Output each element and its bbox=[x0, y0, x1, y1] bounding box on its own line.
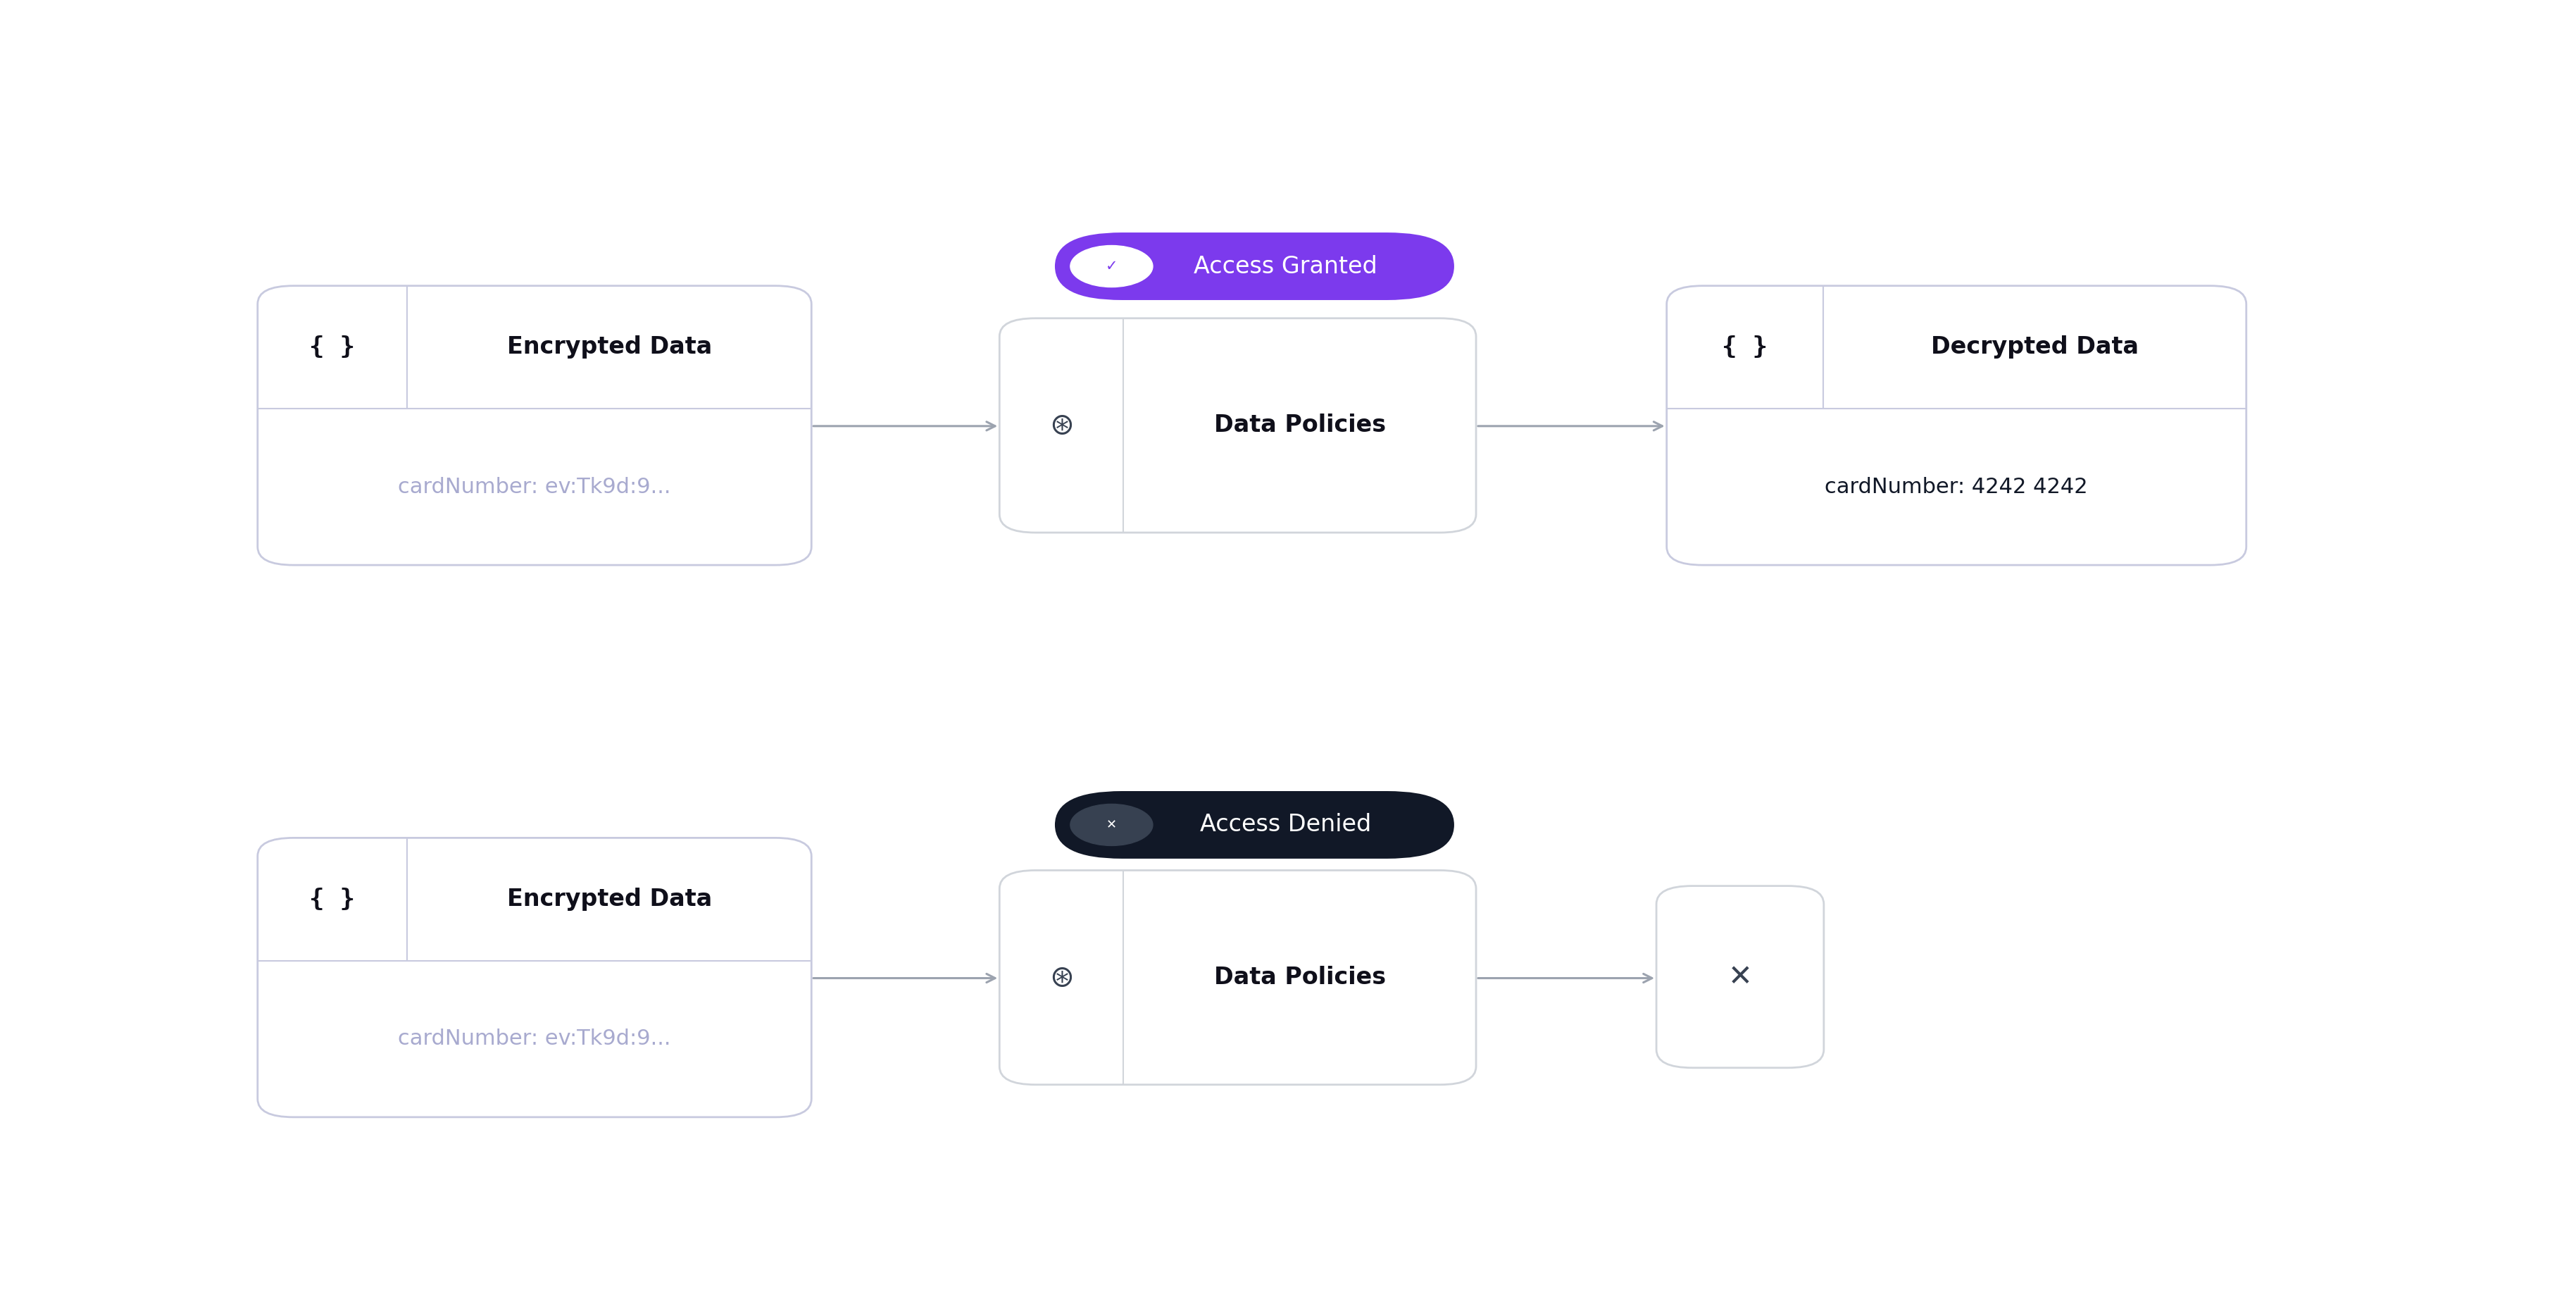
Text: Access Denied: Access Denied bbox=[1200, 813, 1370, 837]
Text: Encrypted Data: Encrypted Data bbox=[507, 887, 711, 911]
Text: { }: { } bbox=[1721, 335, 1767, 360]
Circle shape bbox=[1069, 246, 1151, 287]
FancyBboxPatch shape bbox=[999, 318, 1476, 533]
Text: Data Policies: Data Policies bbox=[1213, 966, 1386, 989]
FancyBboxPatch shape bbox=[1056, 233, 1453, 300]
Text: Decrypted Data: Decrypted Data bbox=[1932, 335, 2138, 359]
Text: ✓: ✓ bbox=[1105, 260, 1118, 273]
FancyBboxPatch shape bbox=[1667, 286, 2246, 565]
Text: ⊛: ⊛ bbox=[1048, 410, 1074, 440]
Text: ✕: ✕ bbox=[1728, 963, 1752, 991]
Text: cardNumber: 4242 4242: cardNumber: 4242 4242 bbox=[1824, 477, 2089, 498]
Text: cardNumber: ev:Tk9d:9...: cardNumber: ev:Tk9d:9... bbox=[399, 1029, 670, 1050]
Text: ⊛: ⊛ bbox=[1048, 963, 1074, 992]
FancyBboxPatch shape bbox=[258, 838, 811, 1117]
FancyBboxPatch shape bbox=[258, 286, 811, 565]
FancyBboxPatch shape bbox=[999, 870, 1476, 1085]
FancyBboxPatch shape bbox=[1056, 791, 1453, 859]
Text: { }: { } bbox=[309, 335, 355, 360]
Text: cardNumber: ev:Tk9d:9...: cardNumber: ev:Tk9d:9... bbox=[399, 477, 670, 498]
Text: Access Granted: Access Granted bbox=[1193, 255, 1378, 278]
Circle shape bbox=[1069, 804, 1151, 846]
Text: { }: { } bbox=[309, 887, 355, 912]
FancyBboxPatch shape bbox=[1656, 886, 1824, 1068]
Text: Encrypted Data: Encrypted Data bbox=[507, 335, 711, 359]
Text: Data Policies: Data Policies bbox=[1213, 414, 1386, 436]
Text: ✕: ✕ bbox=[1105, 818, 1118, 831]
